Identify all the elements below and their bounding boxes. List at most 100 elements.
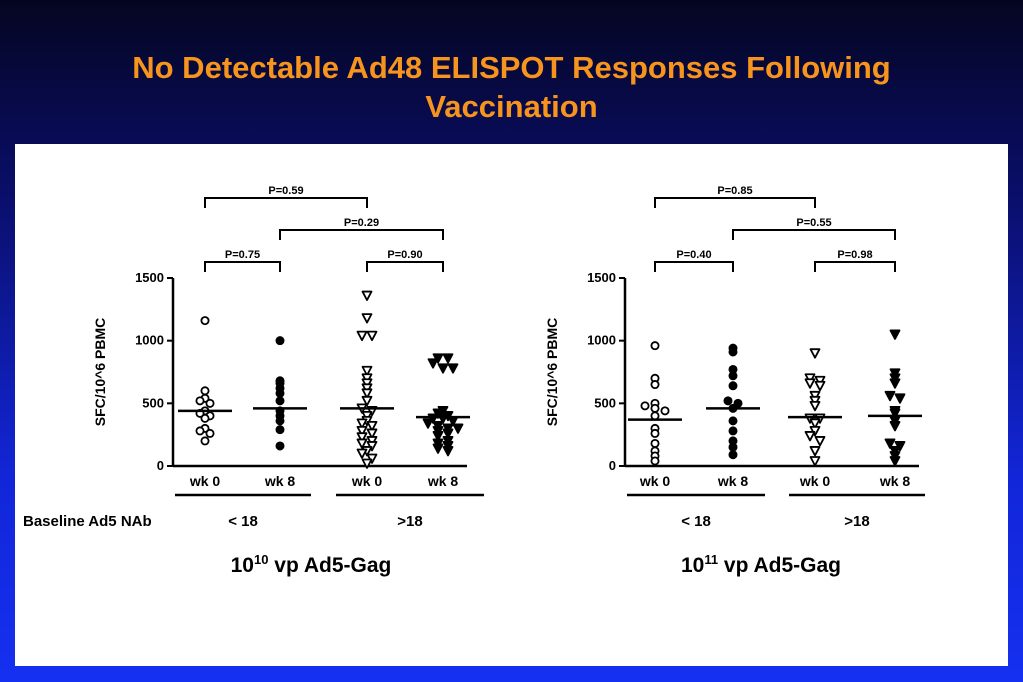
data-point <box>814 380 826 392</box>
data-point <box>442 428 454 439</box>
data-point <box>356 418 368 429</box>
slide-title-line-1: No Detectable Ad48 ELISPOT Responses Fol… <box>132 50 891 85</box>
group-label: >18 <box>844 513 869 530</box>
data-point <box>804 378 816 389</box>
pvalue-bracket <box>204 197 368 208</box>
data-point <box>894 393 906 404</box>
data-point <box>650 380 660 390</box>
chart-subtitle: 1011 vp Ad5-Gag <box>681 552 841 577</box>
data-point <box>437 363 449 374</box>
group-label: < 18 <box>228 513 258 530</box>
x-tick-label: wk 8 <box>879 473 911 489</box>
series-3 <box>788 348 842 467</box>
data-point <box>366 428 378 439</box>
x-tick-label: wk 8 <box>264 473 296 489</box>
pvalue-bracket <box>654 197 816 208</box>
chart-panel: 0 500 1000 1500 SFC/10^6 PBMC wk 0 wk 8 wk 0 wk … <box>15 144 1008 666</box>
data-point <box>889 456 901 467</box>
slide-title-line-2: Vaccination <box>425 89 598 124</box>
data-point <box>356 330 368 342</box>
subtitle-exponent: 11 <box>704 552 718 567</box>
data-point <box>889 420 901 432</box>
x-tick-label: wk 0 <box>351 473 383 489</box>
series-4 <box>416 353 470 457</box>
data-point <box>809 446 821 457</box>
y-tick-label: 500 <box>594 395 616 410</box>
data-point <box>442 446 454 457</box>
data-point <box>195 426 205 436</box>
series-3 <box>340 290 394 469</box>
data-point <box>432 443 444 454</box>
group-label: >18 <box>397 513 422 530</box>
data-point <box>728 381 738 391</box>
data-point <box>809 418 821 429</box>
data-point <box>804 431 816 442</box>
data-point <box>728 371 738 381</box>
data-point <box>442 353 454 364</box>
y-axis-title: SFC/10^6 PBMC <box>92 318 108 427</box>
subtitle-rest: vp Ad5-Gag <box>268 554 391 577</box>
data-point <box>356 426 368 437</box>
data-point <box>723 396 733 406</box>
data-point <box>432 431 444 442</box>
data-point <box>275 388 285 398</box>
data-point <box>200 413 210 423</box>
x-tick-label: wk 0 <box>189 473 221 489</box>
group-label: < 18 <box>681 513 711 530</box>
data-point <box>889 378 901 389</box>
pvalue-label: P=0.55 <box>796 217 831 229</box>
y-tick-label: 0 <box>157 458 164 473</box>
data-point <box>361 365 373 377</box>
y-tick-label: 0 <box>609 458 616 473</box>
y-tick-label: 1000 <box>135 333 164 348</box>
pvalue-bracket <box>279 229 444 240</box>
pvalue-label: P=0.90 <box>387 249 422 261</box>
data-point <box>356 432 368 443</box>
data-point <box>275 396 285 406</box>
data-point <box>447 363 459 374</box>
series-4 <box>868 329 922 467</box>
pvalue-label: P=0.75 <box>225 249 260 261</box>
data-point <box>200 436 210 446</box>
data-point <box>195 396 205 406</box>
chart-2: 0 500 1000 1500 SFC/10^6 PBMC wk 0 wk 8 wk 0 wk … <box>544 185 925 577</box>
y-tick-label: 500 <box>142 395 164 410</box>
data-point <box>650 428 660 438</box>
pvalue-label: P=0.98 <box>837 249 872 261</box>
data-point <box>650 456 660 466</box>
data-point <box>640 401 650 411</box>
x-tick-label: wk 0 <box>639 473 671 489</box>
data-point <box>809 456 821 467</box>
data-point <box>650 341 660 351</box>
data-point <box>275 425 285 435</box>
data-point <box>427 358 439 369</box>
pvalue-bracket <box>204 261 281 272</box>
data-point <box>809 348 821 359</box>
chart-subtitle: 1010 vp Ad5-Gag <box>231 552 392 577</box>
data-point <box>361 290 373 301</box>
data-point <box>200 316 210 326</box>
slide-title: No Detectable Ad48 ELISPOT Responses Fol… <box>0 48 1023 126</box>
chart-1: 0 500 1000 1500 SFC/10^6 PBMC wk 0 wk 8 wk 0 wk … <box>92 185 484 577</box>
data-point <box>889 329 901 340</box>
data-point <box>650 438 660 448</box>
subtitle-rest: vp Ad5-Gag <box>718 554 841 577</box>
series-2 <box>706 343 760 460</box>
data-point <box>200 386 210 396</box>
data-point <box>205 398 215 408</box>
pvalue-bracket <box>814 261 896 272</box>
x-tick-label: wk 8 <box>427 473 459 489</box>
pvalue-label: P=0.59 <box>268 185 303 197</box>
y-tick-label: 1000 <box>587 333 616 348</box>
data-point <box>361 313 373 324</box>
pvalue-bracket <box>654 261 734 272</box>
data-point <box>889 408 901 419</box>
subtitle-base: 10 <box>231 554 254 577</box>
y-tick-label: 1500 <box>587 270 616 285</box>
pvalue-bracket <box>366 261 444 272</box>
data-point <box>275 416 285 426</box>
data-point <box>884 390 896 402</box>
data-point <box>361 458 373 469</box>
data-point <box>361 395 373 407</box>
data-point <box>814 436 826 447</box>
